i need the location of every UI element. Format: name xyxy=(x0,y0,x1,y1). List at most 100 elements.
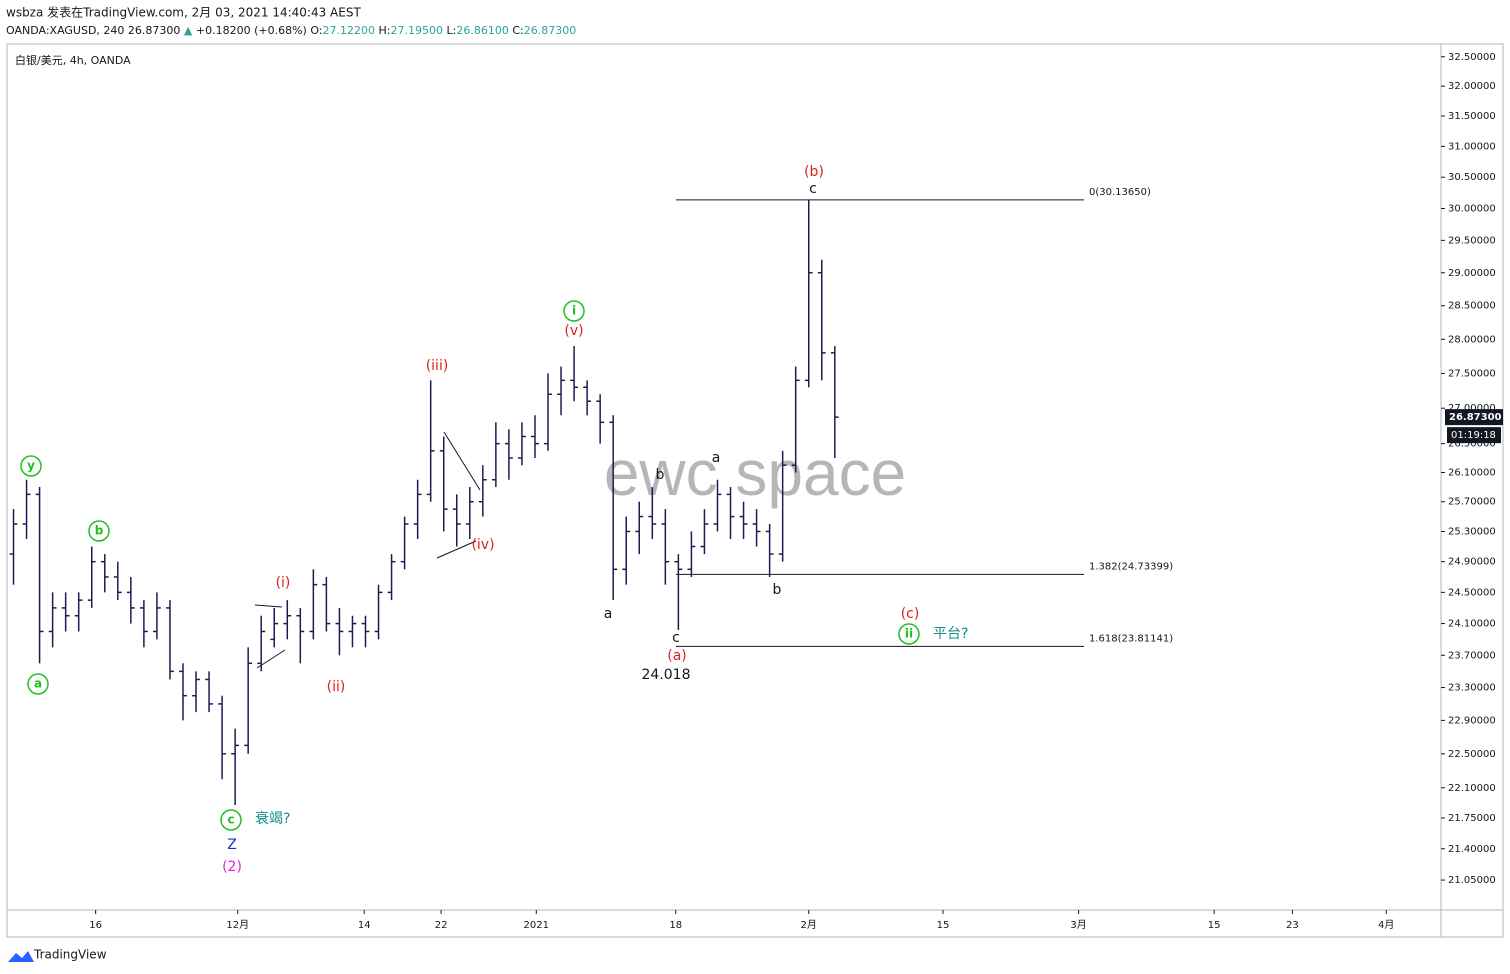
y-tick-label: 32.00000 xyxy=(1448,81,1496,92)
y-tick-label: 30.50000 xyxy=(1448,172,1496,183)
ohlc-bar xyxy=(153,592,161,640)
ohlc-bar xyxy=(791,366,800,473)
symbol-title: 白银/美元, 4h, OANDA xyxy=(15,53,131,67)
ohlc-bar xyxy=(192,671,200,713)
wave-label: 衰竭? xyxy=(255,810,290,827)
x-tick-label: 3月 xyxy=(1070,919,1086,931)
ohlc-bar xyxy=(518,422,526,466)
change: +0.18200 (+0.68%) xyxy=(196,24,307,37)
ohlc-bar xyxy=(622,516,631,585)
fib-label: 0(30.13650) xyxy=(1089,187,1151,198)
ohlc-bar xyxy=(74,592,83,632)
wave-circle xyxy=(88,520,110,542)
o-value: 27.12200 xyxy=(323,24,376,37)
y-tick-label: 25.30000 xyxy=(1448,526,1496,537)
ohlc-bar xyxy=(335,607,344,656)
ohlc-bar xyxy=(179,663,187,721)
ohlc-bar xyxy=(61,592,70,632)
ohlc-bar xyxy=(35,487,44,664)
ohlc-bar xyxy=(700,509,709,555)
ohlc-bar xyxy=(400,516,409,570)
y-tick-label: 21.40000 xyxy=(1448,844,1496,855)
wave-label: (c) xyxy=(901,606,920,622)
l-label: L: xyxy=(446,24,456,37)
y-tick-label: 23.30000 xyxy=(1448,683,1496,694)
y-tick-label: 24.90000 xyxy=(1448,557,1496,568)
ohlc-bar xyxy=(726,487,735,539)
wave-label: c xyxy=(672,630,680,646)
ohlc-bar xyxy=(413,479,422,539)
x-tick-label: 2021 xyxy=(524,920,549,931)
x-tick-label: 23 xyxy=(1286,920,1299,931)
x-tick-label: 4月 xyxy=(1378,919,1394,931)
ohlc-bar xyxy=(596,394,605,444)
y-tick-label: 21.75000 xyxy=(1448,813,1496,824)
ohlc-bar xyxy=(113,561,122,601)
wave-label: Z xyxy=(227,837,237,853)
wave-label: 平台? xyxy=(933,626,968,642)
x-tick-label: 16 xyxy=(89,920,102,931)
y-tick-label: 24.10000 xyxy=(1448,619,1496,630)
y-tick-label: 22.10000 xyxy=(1448,783,1496,794)
ohlc-bar xyxy=(570,346,578,402)
ohlc-bar xyxy=(713,479,722,532)
watermark: ewc space xyxy=(604,437,906,509)
ohlc-bar xyxy=(830,346,839,458)
trendline xyxy=(436,540,477,559)
wave-label: (iv) xyxy=(471,537,494,553)
ohlc-bar xyxy=(231,728,240,806)
ohlc-bar xyxy=(244,647,253,754)
ohlc-bar xyxy=(283,600,292,640)
wave-circle xyxy=(898,623,920,645)
y-tick-label: 28.00000 xyxy=(1448,334,1496,345)
brand: TradingView xyxy=(8,948,107,962)
y-tick-label: 31.00000 xyxy=(1448,141,1496,152)
ohlc-bar xyxy=(465,487,474,539)
ohlc-bar xyxy=(609,415,618,601)
x-tick-label: 15 xyxy=(1208,920,1221,931)
trendline xyxy=(443,431,481,491)
c-value: 26.87300 xyxy=(524,24,577,37)
drawings xyxy=(254,431,481,669)
ohlc-bar xyxy=(531,415,539,458)
ohlc-bar xyxy=(778,450,787,562)
wave-label: (b) xyxy=(804,164,824,180)
wave-label: (v) xyxy=(564,323,583,339)
wave-label: (2) xyxy=(222,859,242,875)
wave-label: (a) xyxy=(667,648,687,664)
wave-label: 24.018 xyxy=(642,667,691,683)
y-tick-label: 27.50000 xyxy=(1448,368,1496,379)
wave-label: (iii) xyxy=(426,358,449,374)
wave-circle xyxy=(20,455,42,477)
ohlc-bar xyxy=(817,259,826,381)
wave-label: (i) xyxy=(276,575,291,591)
wave-label: a xyxy=(712,450,721,466)
ohlc-bar xyxy=(87,546,96,608)
y-tick-label: 32.50000 xyxy=(1448,52,1496,63)
ohlc-bar xyxy=(205,671,213,713)
countdown-tag xyxy=(1447,427,1501,444)
ohlc-bar xyxy=(100,554,109,593)
ohlc-bar xyxy=(491,422,500,488)
ohlc-line: OANDA:XAGUSD, 240 26.87300 ▲ +0.18200 (+… xyxy=(6,24,576,37)
wave-label: b xyxy=(95,524,104,538)
ohlc-bar xyxy=(387,554,396,601)
y-tick-label: 24.50000 xyxy=(1448,587,1496,598)
ohlc-bar xyxy=(9,509,18,585)
ohlc-bar xyxy=(439,436,448,532)
x-tick-label: 15 xyxy=(937,920,950,931)
wave-label: b xyxy=(773,582,782,598)
x-tick-label: 12月 xyxy=(226,919,249,931)
y-tick-label: 29.00000 xyxy=(1448,268,1496,279)
ohlc-bar xyxy=(504,429,513,480)
fib-label: 1.382(24.73399) xyxy=(1089,561,1173,572)
y-tick-label: 31.50000 xyxy=(1448,111,1496,122)
ohlc-bar xyxy=(635,501,644,555)
fib-label: 1.618(23.81141) xyxy=(1089,633,1173,644)
ohlc-bar xyxy=(270,607,279,648)
ohlc-bar xyxy=(661,509,670,585)
ohlc-bar xyxy=(452,494,461,547)
last-price-label: 26.87300 xyxy=(1449,412,1502,423)
ohlc-bar xyxy=(322,576,331,632)
y-tick-label: 21.05000 xyxy=(1448,875,1496,886)
